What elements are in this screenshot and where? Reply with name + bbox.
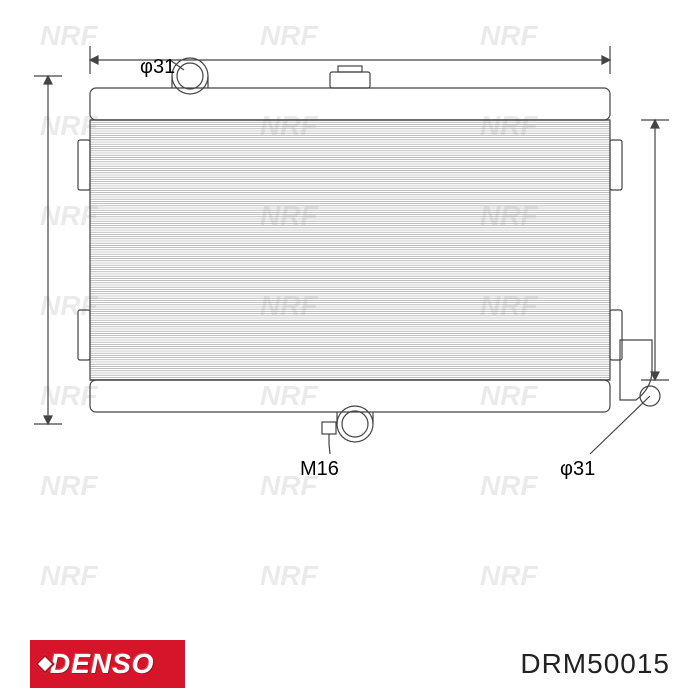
radiator-diagram: φ31 M16 φ31 [30, 40, 670, 490]
brand-badge: DENSO [30, 640, 185, 688]
annotation-drain-thread: M16 [300, 458, 339, 481]
part-number: DRM50015 [520, 648, 670, 680]
annotation-outlet-diameter: φ31 [560, 458, 595, 481]
annotation-inlet-diameter: φ31 [140, 56, 175, 79]
footer: DENSO DRM50015 [0, 628, 700, 700]
